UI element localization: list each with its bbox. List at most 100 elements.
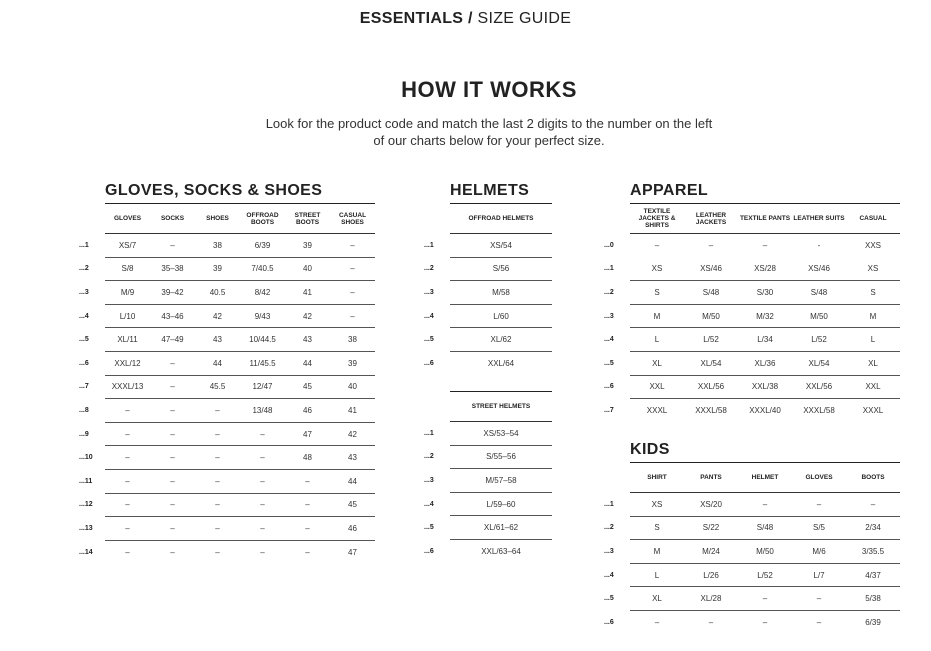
gloves-table: GLOVES SOCKS SHOES OFFROAD BOOTS STREET BOOT… [79, 203, 375, 564]
table-row: ...4 L L/26 L/52 L/7 4/37 [604, 564, 900, 588]
table-cell: XS [651, 264, 663, 274]
table-row: ...2 S S/48 S/30 S/48 S [604, 281, 900, 305]
table-cell: – [260, 429, 265, 439]
product-code-label: ...1 [424, 429, 434, 437]
table-row: ...6 XXL/63–64 [424, 540, 552, 564]
table-cell: – [654, 618, 660, 628]
table-row: ...1 XS XS/46 XS/28 XS/46 XS [604, 258, 900, 282]
product-code-label: ...4 [424, 312, 434, 320]
table-cell: XXL/64 [487, 359, 515, 369]
table-cell: 43 [348, 453, 357, 463]
table-cell: XS/53–54 [483, 428, 519, 438]
offroad-helmets-title: HELMETS [450, 182, 530, 199]
column-header: HELMET [751, 474, 779, 481]
product-code-label: ...5 [424, 524, 434, 532]
product-code-label: ...1 [604, 265, 614, 273]
table-cell: L/59–60 [486, 499, 516, 509]
page-header: ESSENTIALS / SIZE GUIDE [0, 10, 931, 28]
table-row: ...12 – – – – – 45 [79, 494, 375, 518]
brand-label: ESSENTIALS / [359, 10, 473, 27]
table-row: ...6 XXL XXL/56 XXL/38 XXL/56 XXL [604, 376, 900, 400]
table-cell: 42 [303, 311, 312, 321]
column-header: GLOVES [113, 215, 142, 222]
table-cell: XS [651, 499, 663, 509]
table-cell: XXXL [646, 406, 668, 416]
product-code-label: ...1 [604, 500, 614, 508]
table-cell: – [215, 476, 220, 486]
table-row: ...1 XS XS/20 – – – [604, 493, 900, 517]
product-code-label: ...4 [79, 312, 89, 320]
table-row: ...3 M M/50 M/32 M/50 M [604, 305, 900, 329]
table-cell: 6/39 [254, 240, 271, 250]
product-code-label: ...1 [79, 241, 89, 249]
table-cell: 35–38 [161, 264, 184, 274]
table-cell: 44 [303, 358, 312, 368]
table-cell: XL/36 [754, 358, 776, 368]
table-cell: 41 [348, 405, 357, 415]
table-row: ...2 S/8 35–38 39 7/40.5 40 – [79, 258, 375, 282]
table-cell: 2/34 [865, 523, 881, 533]
table-row: ...3 M/58 [424, 281, 552, 305]
table-cell: M/24 [702, 546, 720, 556]
column-header: OFFROAD BOOTS [246, 211, 279, 226]
table-cell: 5/38 [865, 594, 881, 604]
table-cell: – [870, 499, 876, 509]
table-cell: XL [868, 358, 878, 368]
column-header: LEATHER SUITS [793, 215, 845, 222]
table-cell: – [170, 453, 175, 463]
table-row: ...11 – – – – – 44 [79, 470, 375, 494]
table-cell: S [654, 287, 660, 297]
table-cell: – [215, 405, 220, 415]
table-cell: XL [652, 594, 662, 604]
table-header: STREET HELMETS [450, 392, 552, 422]
table-cell: 47 [303, 429, 312, 439]
section-heading: HOW IT WORKS [401, 77, 577, 102]
column-header: SHIRT [647, 474, 667, 481]
table-cell: M [653, 546, 661, 556]
table-cell: M [869, 311, 877, 321]
table-cell: XS/28 [754, 264, 776, 274]
table-row: ...4 L/59–60 [424, 493, 552, 517]
product-code-label: ...2 [604, 524, 614, 532]
table-cell: S/5 [812, 523, 825, 533]
table-cell: XXL/56 [805, 382, 833, 392]
table-cell: 3/35.5 [861, 546, 885, 556]
column-header: CASUAL SHOES [338, 211, 367, 226]
table-row: ...3 M/9 39–42 40.5 8/42 41 – [79, 281, 375, 305]
column-header: SOCKS [160, 215, 185, 222]
product-code-label: ...2 [424, 453, 434, 461]
product-code-label: ...7 [79, 383, 89, 391]
table-row: ...9 – – – – 47 42 [79, 423, 375, 447]
table-cell: – [305, 500, 310, 510]
table-header: SHIRT PANTS HELMET GLOVES BOOTS [630, 463, 900, 493]
table-cell: L [654, 335, 660, 345]
table-cell: M/6 [812, 546, 826, 556]
table-cell: XXL/12 [114, 358, 141, 368]
table-cell: L [870, 335, 876, 345]
table-cell: S/55–56 [486, 452, 516, 462]
table-cell: 42 [213, 311, 222, 321]
table-cell: L/52 [757, 570, 773, 580]
table-cell: – [215, 500, 220, 510]
column-header: STREET BOOTS [294, 211, 321, 226]
table-cell: S/56 [492, 264, 510, 274]
table-row: ...5 XL XL/28 – – 5/38 [604, 587, 900, 611]
table-cell: 6/39 [865, 618, 881, 628]
table-cell: – [125, 429, 130, 439]
product-code-label: ...7 [604, 407, 614, 415]
table-cell: 39 [303, 240, 312, 250]
table-cell: 45.5 [209, 382, 226, 392]
table-cell: XL/11 [117, 335, 138, 345]
table-cell: – [125, 523, 130, 533]
product-code-label: ...3 [604, 312, 614, 320]
table-cell: – [708, 241, 714, 251]
table-cell: 41 [303, 287, 312, 297]
table-cell: M/9 [120, 287, 135, 297]
table-cell: S/48 [702, 287, 720, 297]
product-code-label: ...11 [79, 477, 93, 485]
product-code-label: ...4 [604, 571, 614, 579]
table-cell: XS/20 [700, 499, 722, 509]
product-code-label: ...6 [604, 619, 614, 627]
table-cell: XXXL [862, 406, 884, 416]
product-code-label: ...5 [604, 595, 614, 603]
